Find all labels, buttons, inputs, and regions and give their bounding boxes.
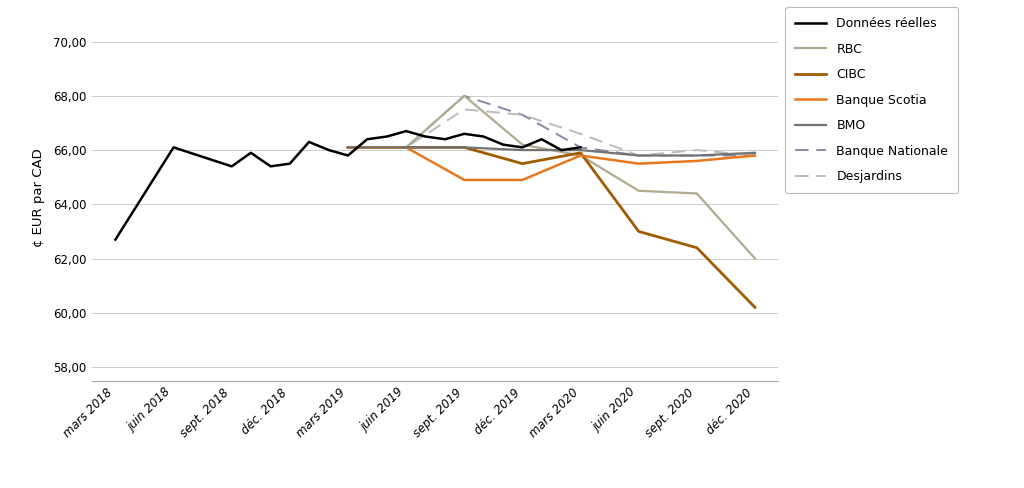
Desjardins bbox=[749, 153, 761, 159]
Line: RBC: RBC bbox=[348, 96, 755, 259]
Line: CIBC: CIBC bbox=[348, 147, 755, 307]
CIBC bbox=[400, 144, 413, 150]
Données réelles bbox=[323, 147, 335, 153]
BMO bbox=[749, 150, 761, 156]
Données réelles bbox=[497, 142, 509, 147]
Données réelles bbox=[245, 150, 257, 156]
CIBC bbox=[691, 245, 703, 251]
RBC bbox=[574, 153, 587, 159]
Desjardins bbox=[400, 144, 413, 150]
Données réelles bbox=[439, 136, 452, 142]
Données réelles bbox=[284, 161, 296, 166]
CIBC bbox=[516, 161, 528, 166]
BMO bbox=[516, 147, 528, 153]
Données réelles bbox=[400, 128, 413, 134]
Données réelles bbox=[419, 134, 431, 140]
Line: Banque Scotia: Banque Scotia bbox=[348, 147, 755, 180]
BMO bbox=[691, 153, 703, 159]
CIBC bbox=[749, 305, 761, 310]
Données réelles bbox=[381, 134, 393, 140]
RBC bbox=[342, 144, 354, 150]
Desjardins bbox=[633, 153, 645, 159]
Line: Banque Nationale: Banque Nationale bbox=[348, 96, 755, 156]
Données réelles bbox=[303, 139, 315, 145]
CIBC bbox=[633, 228, 645, 234]
Banque Nationale bbox=[574, 144, 587, 150]
Line: BMO: BMO bbox=[348, 147, 755, 156]
Banque Nationale bbox=[458, 93, 470, 99]
Banque Scotia bbox=[633, 161, 645, 166]
Données réelles bbox=[264, 163, 276, 169]
Banque Nationale bbox=[749, 153, 761, 159]
Données réelles bbox=[458, 131, 470, 137]
Banque Scotia bbox=[516, 177, 528, 183]
Line: Données réelles: Données réelles bbox=[116, 131, 581, 240]
RBC bbox=[749, 256, 761, 262]
Desjardins bbox=[458, 106, 470, 112]
Données réelles bbox=[555, 147, 567, 153]
Banque Nationale bbox=[633, 153, 645, 159]
Données réelles bbox=[536, 136, 548, 142]
Line: Desjardins: Desjardins bbox=[348, 109, 755, 156]
Données réelles bbox=[167, 144, 179, 150]
BMO bbox=[342, 144, 354, 150]
RBC bbox=[691, 190, 703, 196]
Desjardins bbox=[691, 147, 703, 153]
Données réelles bbox=[110, 237, 122, 243]
Y-axis label: ¢ EUR par CAD: ¢ EUR par CAD bbox=[32, 148, 45, 247]
CIBC bbox=[458, 144, 470, 150]
Données réelles bbox=[516, 144, 528, 150]
Legend: Données réelles, RBC, CIBC, Banque Scotia, BMO, Banque Nationale, Desjardins: Données réelles, RBC, CIBC, Banque Scoti… bbox=[785, 7, 958, 193]
BMO bbox=[633, 153, 645, 159]
CIBC bbox=[574, 150, 587, 156]
Banque Scotia bbox=[400, 144, 413, 150]
BMO bbox=[574, 147, 587, 153]
RBC bbox=[400, 144, 413, 150]
Données réelles bbox=[574, 144, 587, 150]
Banque Scotia bbox=[574, 153, 587, 159]
CIBC bbox=[342, 144, 354, 150]
Desjardins bbox=[516, 112, 528, 118]
Banque Nationale bbox=[516, 112, 528, 118]
Données réelles bbox=[342, 153, 354, 159]
Données réelles bbox=[477, 134, 489, 140]
Desjardins bbox=[574, 131, 587, 137]
Banque Nationale bbox=[342, 144, 354, 150]
RBC bbox=[516, 142, 528, 147]
RBC bbox=[633, 188, 645, 194]
BMO bbox=[400, 144, 413, 150]
BMO bbox=[458, 144, 470, 150]
Banque Scotia bbox=[342, 144, 354, 150]
RBC bbox=[458, 93, 470, 99]
Banque Scotia bbox=[749, 153, 761, 159]
Banque Scotia bbox=[691, 158, 703, 164]
Données réelles bbox=[225, 163, 238, 169]
Banque Nationale bbox=[400, 144, 413, 150]
Données réelles bbox=[361, 136, 374, 142]
Banque Nationale bbox=[691, 153, 703, 159]
Desjardins bbox=[342, 144, 354, 150]
Banque Scotia bbox=[458, 177, 470, 183]
